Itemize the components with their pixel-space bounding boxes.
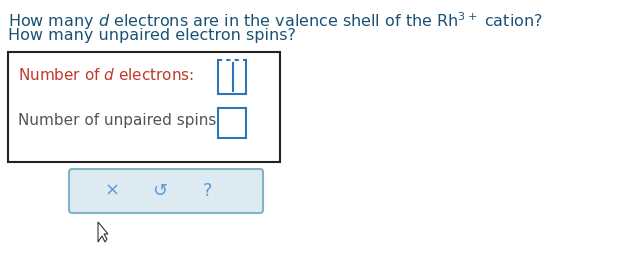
Text: Number of unpaired spins:: Number of unpaired spins: bbox=[18, 113, 221, 127]
Bar bbox=[218, 108, 246, 138]
Text: ×: × bbox=[105, 182, 119, 200]
Text: ?: ? bbox=[204, 182, 213, 200]
Bar bbox=[8, 52, 280, 162]
Polygon shape bbox=[98, 222, 108, 242]
Text: How many $\it{d}$ electrons are in the valence shell of the Rh$^{3+}$ cation?: How many $\it{d}$ electrons are in the v… bbox=[8, 10, 542, 32]
Text: How many unpaired electron spins?: How many unpaired electron spins? bbox=[8, 28, 296, 43]
Text: ↺: ↺ bbox=[152, 182, 168, 200]
FancyBboxPatch shape bbox=[69, 169, 263, 213]
Text: Number of $\it{d}$ electrons:: Number of $\it{d}$ electrons: bbox=[18, 67, 194, 83]
